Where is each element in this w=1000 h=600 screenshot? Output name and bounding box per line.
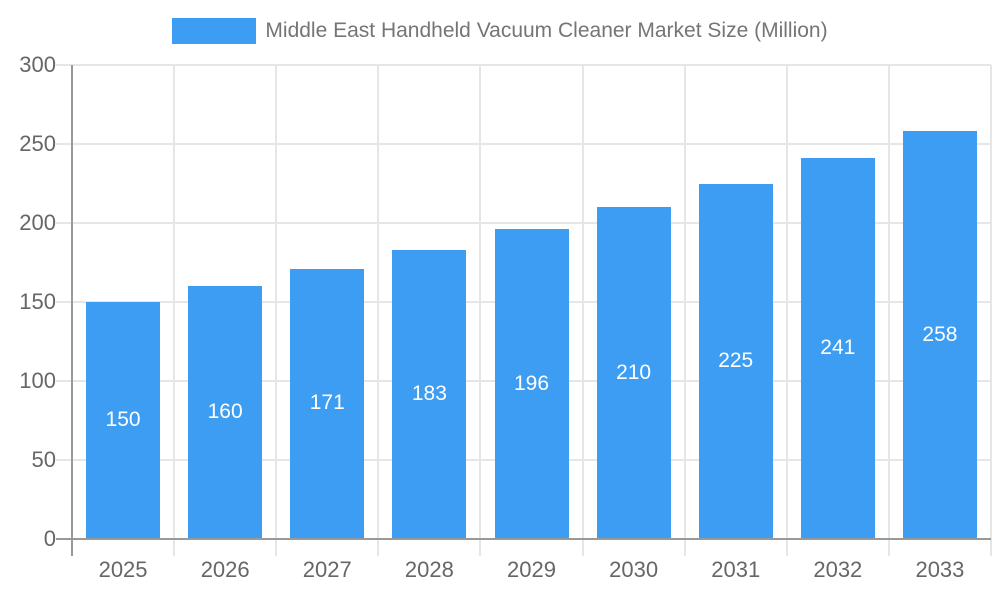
gridline-horizontal — [56, 143, 991, 145]
bar[interactable]: 171 — [290, 268, 365, 538]
y-tick-label: 0 — [43, 526, 56, 551]
x-tick-label: 2026 — [200, 557, 250, 582]
y-tick-label: 100 — [19, 368, 56, 393]
y-axis-line — [71, 65, 73, 556]
x-tick-label: 2030 — [609, 557, 659, 582]
x-tick-label: 2029 — [507, 557, 556, 582]
bar-value-label: 171 — [309, 391, 345, 415]
y-tick-label: 250 — [19, 131, 56, 156]
bar-value-label: 183 — [411, 381, 447, 405]
x-axis-line — [56, 538, 991, 540]
gridline-vertical — [377, 65, 380, 556]
legend[interactable]: Middle East Handheld Vacuum Cleaner Mark… — [0, 17, 1000, 45]
x-tick-label: 2027 — [302, 557, 352, 582]
bar-value-label: 160 — [207, 400, 243, 424]
legend-swatch — [172, 18, 257, 44]
y-tick-label: 150 — [19, 289, 56, 314]
y-tick-label: 50 — [31, 447, 56, 472]
gridline-vertical — [479, 65, 482, 556]
x-tick-label: 2032 — [813, 557, 863, 582]
y-tick-label: 200 — [19, 210, 56, 235]
bar[interactable]: 150 — [86, 302, 161, 538]
gridline-vertical — [173, 65, 176, 556]
gridline-vertical — [581, 65, 584, 556]
bar-value-label: 210 — [616, 360, 652, 384]
x-tick-label: 2031 — [711, 557, 761, 582]
bar[interactable]: 160 — [188, 286, 263, 538]
gridline-vertical — [275, 65, 278, 556]
bar-value-label: 241 — [820, 336, 856, 360]
bar[interactable]: 183 — [392, 249, 467, 538]
gridline-vertical — [887, 65, 890, 556]
x-tick-label: 2028 — [404, 557, 454, 582]
gridline-vertical — [683, 65, 686, 556]
x-tick-label: 2033 — [915, 557, 965, 582]
bar-value-label: 150 — [105, 408, 141, 431]
bar-value-label: 196 — [513, 371, 550, 395]
x-tick-label: 2025 — [98, 557, 148, 582]
gridline-horizontal — [56, 222, 991, 224]
bar[interactable]: 258 — [902, 131, 977, 538]
bar-value-label: 225 — [718, 348, 754, 372]
bar-value-label: 258 — [922, 322, 958, 346]
bar[interactable]: 225 — [698, 183, 773, 538]
gridline-vertical — [990, 65, 992, 556]
bar[interactable]: 241 — [800, 158, 875, 538]
gridline-vertical — [785, 65, 788, 556]
gridline-horizontal — [56, 64, 991, 66]
legend-label: Middle East Handheld Vacuum Cleaner Mark… — [265, 19, 828, 42]
bar[interactable]: 196 — [494, 229, 569, 538]
bar[interactable]: 210 — [596, 207, 671, 538]
y-tick-label: 300 — [19, 52, 56, 77]
